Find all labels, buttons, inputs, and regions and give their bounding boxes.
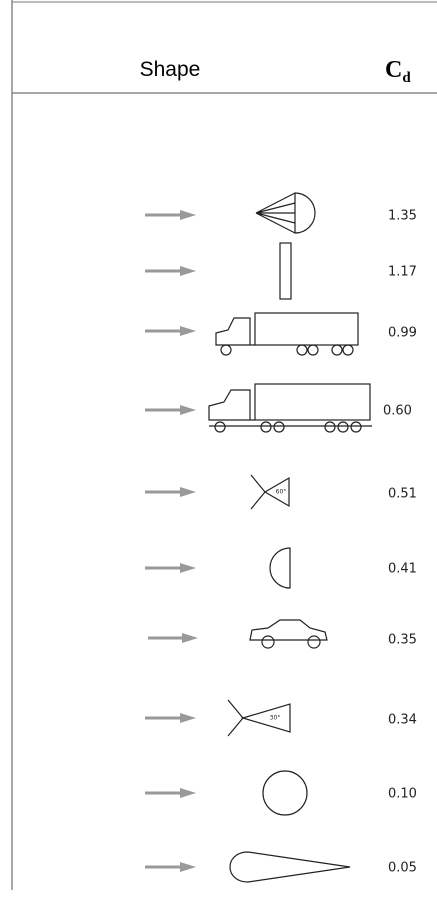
cd-value: 0.34 <box>388 713 417 728</box>
cd-value: 0.99 <box>388 326 417 341</box>
cd-value: 1.35 <box>388 209 417 224</box>
arrows <box>145 210 198 872</box>
cd-value: 0.41 <box>388 562 417 577</box>
shape-icons <box>208 192 372 883</box>
cd-symbol: C <box>385 57 402 83</box>
angle-label: 60° <box>276 489 287 496</box>
cd-value: 0.51 <box>388 487 417 502</box>
cd-subscript: d <box>402 70 411 86</box>
cd-value: 0.60 <box>383 404 412 419</box>
cd-value: 0.10 <box>388 787 417 802</box>
header-cd: Cd <box>385 57 411 86</box>
header-shape: Shape <box>140 58 201 81</box>
cd-value: 1.17 <box>388 265 417 280</box>
values: 1.35 1.17 0.99 0.60 0.51 0.41 0.35 0.34 … <box>383 209 417 876</box>
cd-value: 0.05 <box>388 861 417 876</box>
angle-label: 30° <box>270 715 281 722</box>
cd-value: 0.35 <box>388 633 417 648</box>
